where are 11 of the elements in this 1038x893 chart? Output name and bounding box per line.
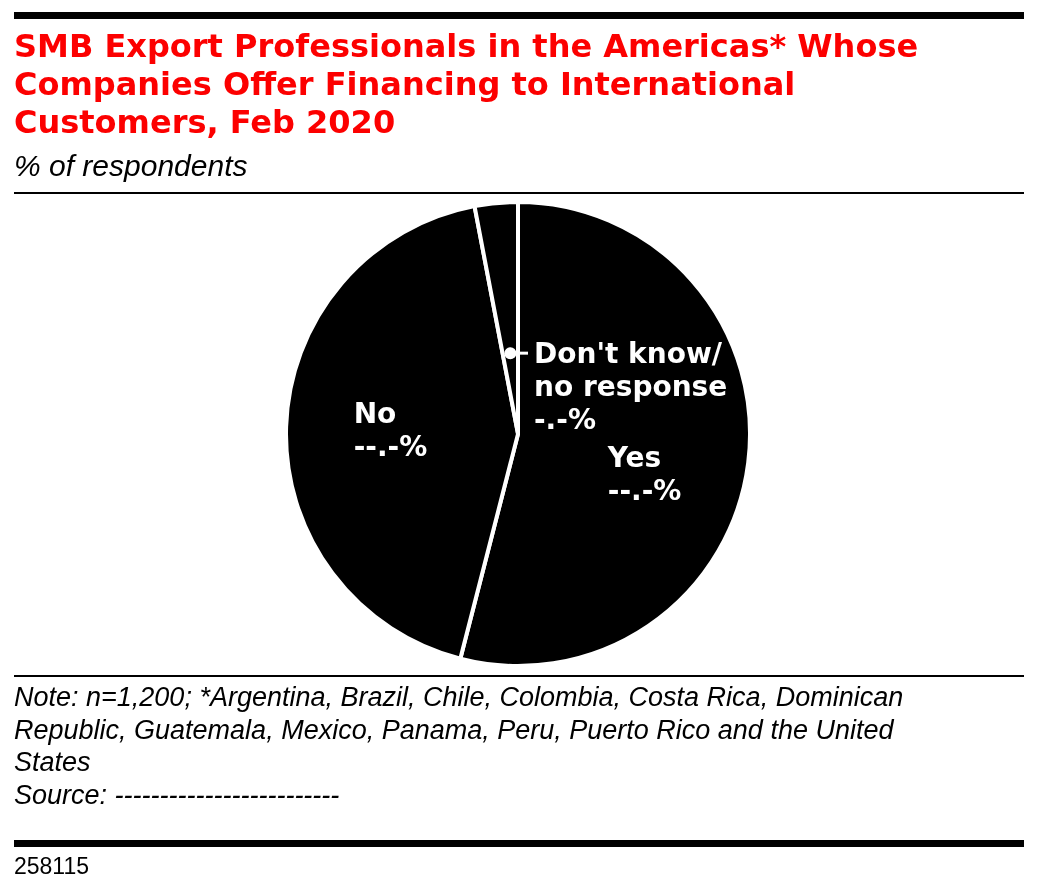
data-label: --.-% — [353, 429, 428, 463]
data-label: -.-% — [534, 403, 596, 437]
chart-title: SMB Export Professionals in the Americas* Whose Companies Offer Financing to International Customers, Feb 2020 — [14, 27, 919, 141]
text: 258115 — [14, 853, 90, 879]
text: Note: n=1,200; *Argentina, Brazil, Chile, Colombia, Costa Rica, Dominican Republic, Guatemala, Mexico, Panama, Peru, Puerto Rico and the United States — [14, 682, 904, 777]
slice-label: Yes — [606, 441, 662, 475]
chart-subtitle: % of respondents — [14, 149, 248, 182]
source-note: Source: ------------------------- — [14, 779, 340, 810]
data-label: --.-% — [607, 474, 682, 508]
slice-label: No — [353, 396, 397, 430]
slice-label: Don't know/no response — [534, 337, 728, 404]
